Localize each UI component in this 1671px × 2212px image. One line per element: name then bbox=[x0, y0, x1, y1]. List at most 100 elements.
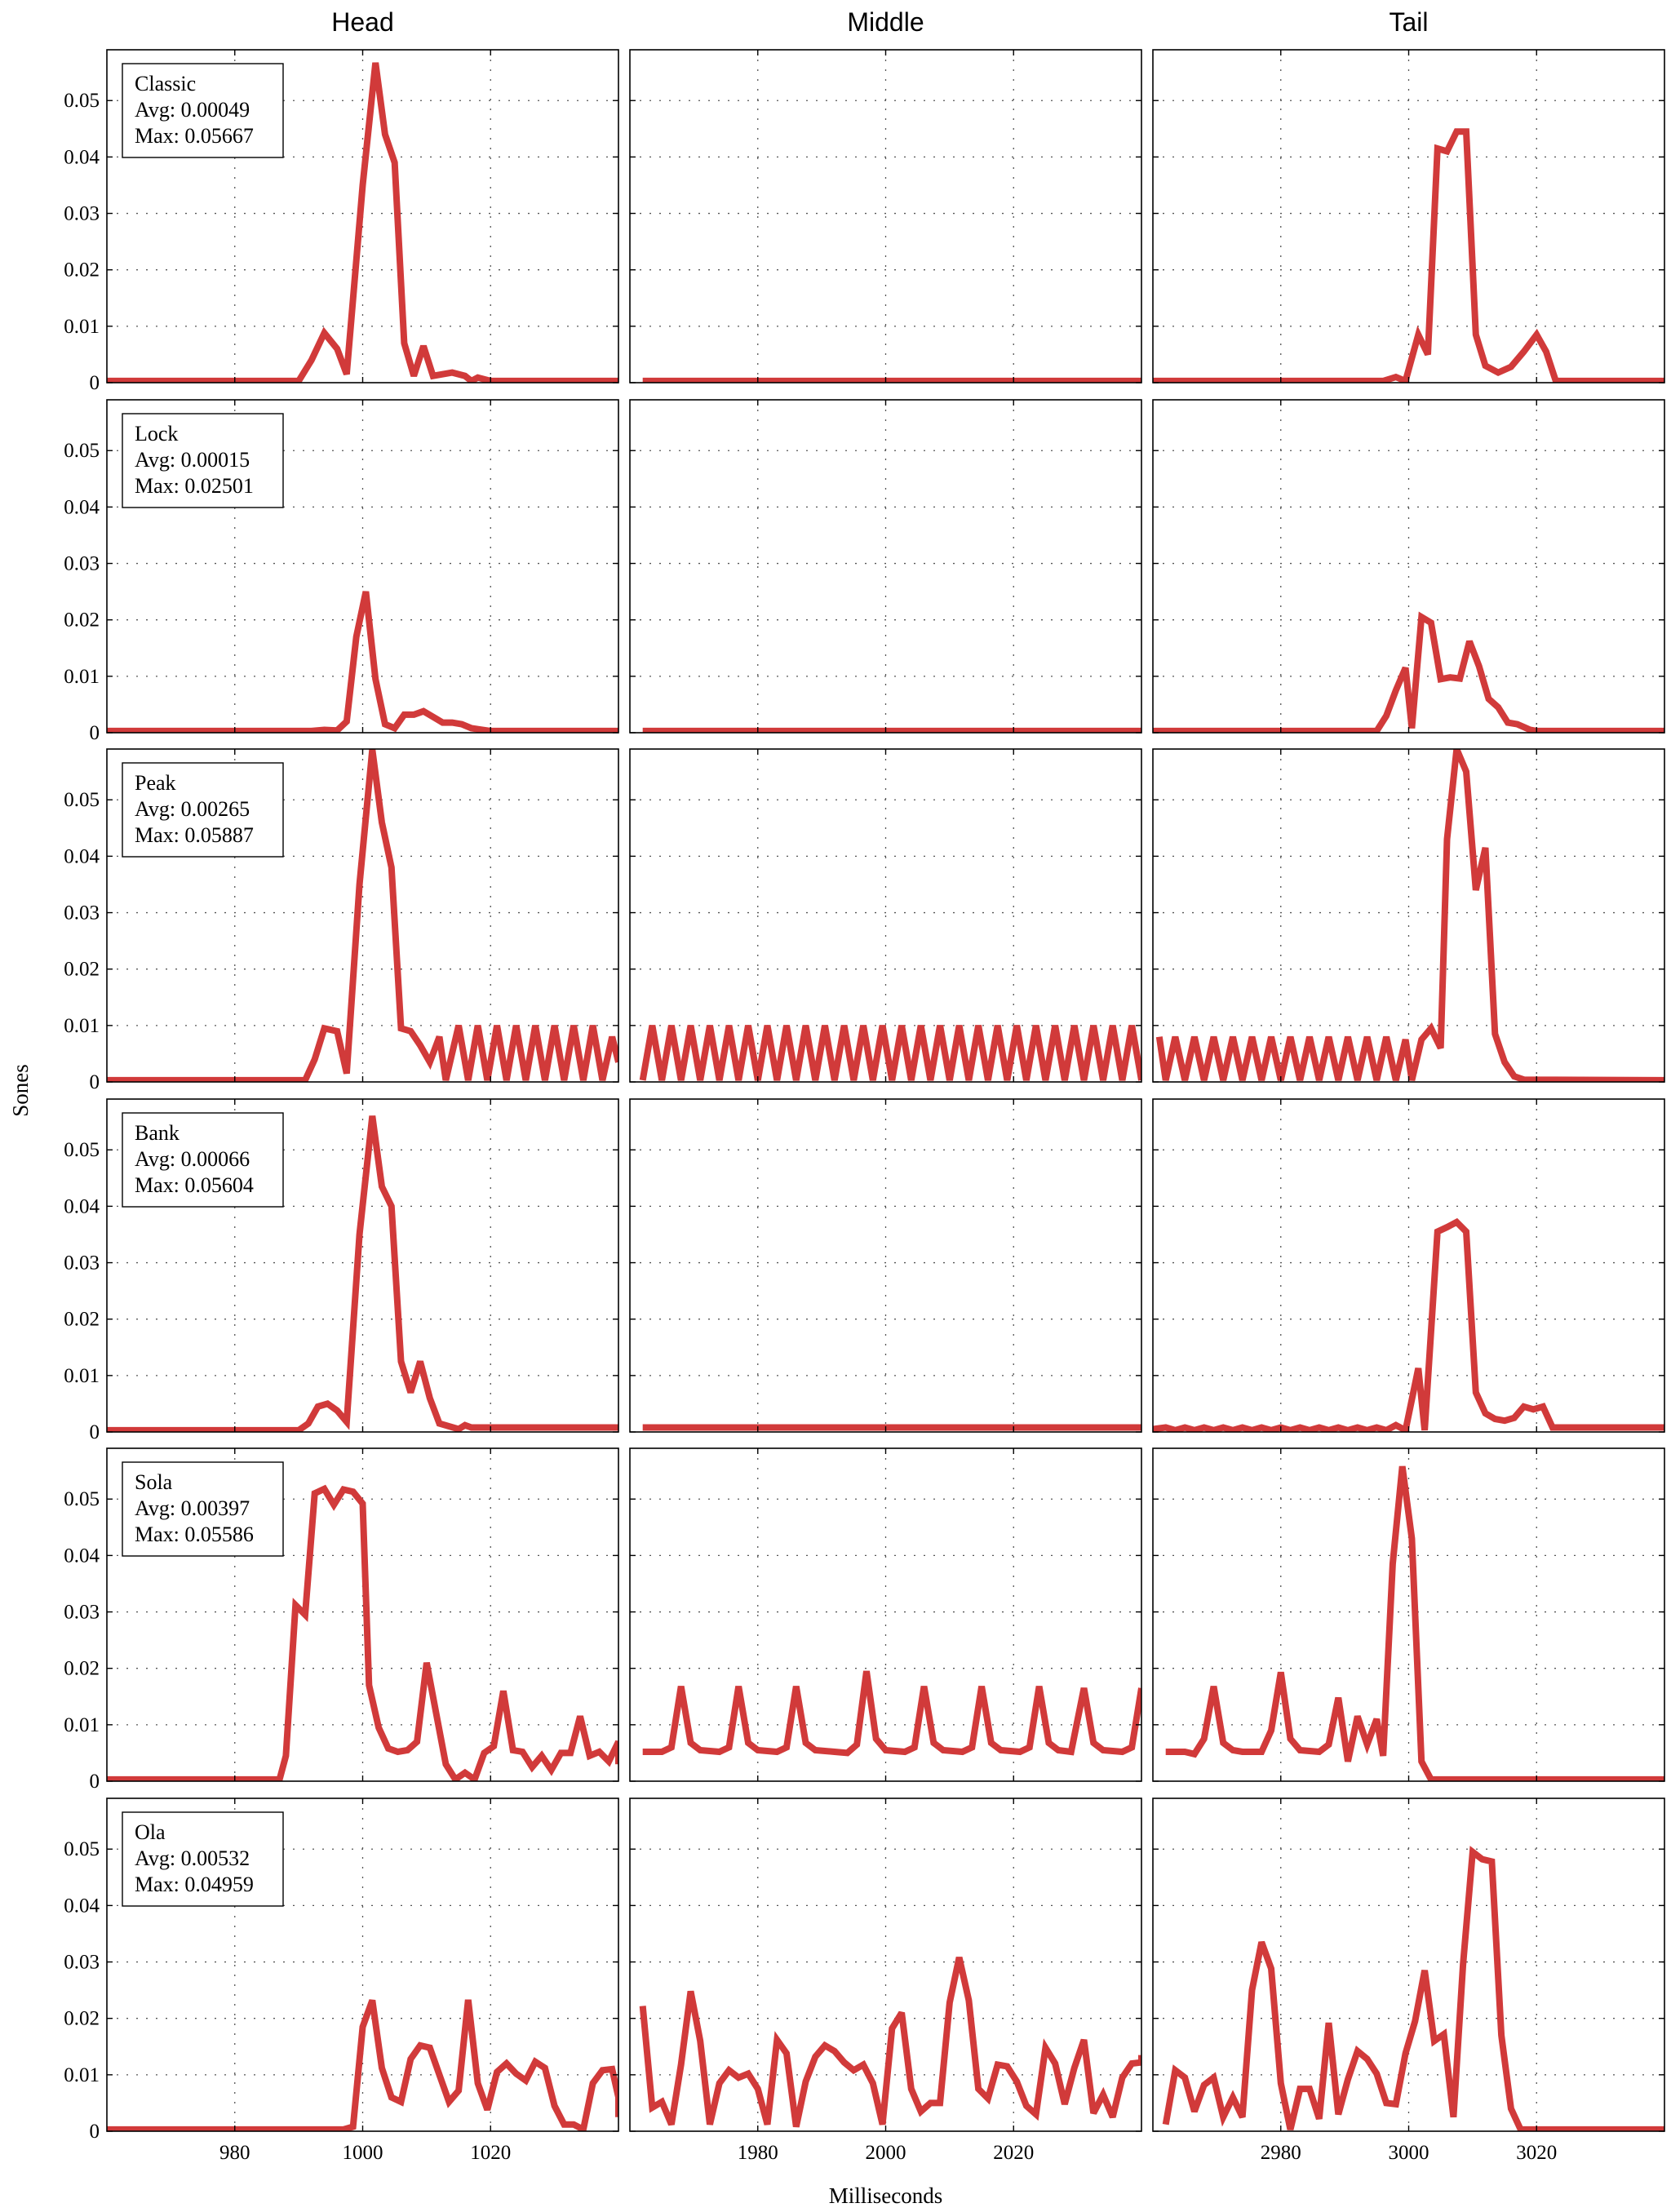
legend-max: Max: 0.05586 bbox=[135, 1523, 254, 1546]
y-tick-label: 0.02 bbox=[64, 959, 100, 981]
y-tick-label: 0.04 bbox=[64, 1545, 100, 1567]
legend-method-name: Peak bbox=[135, 771, 176, 795]
legend-avg: Avg: 0.00397 bbox=[135, 1496, 250, 1520]
series-line-classic-tail bbox=[1153, 128, 1664, 383]
legend-method-name: Bank bbox=[135, 1121, 180, 1145]
y-tick-label: 0.03 bbox=[64, 902, 100, 924]
legend-max: Max: 0.02501 bbox=[135, 474, 254, 498]
legend-avg: Avg: 0.00265 bbox=[135, 797, 250, 821]
y-tick-label: 0.05 bbox=[64, 1139, 100, 1161]
y-tick-label: 0.01 bbox=[64, 316, 100, 338]
y-tick-label: 0.01 bbox=[64, 1714, 100, 1736]
legend-max: Max: 0.05667 bbox=[135, 124, 254, 148]
legend-frame bbox=[122, 1112, 284, 1208]
y-tick-label: 0.01 bbox=[64, 666, 100, 688]
legend-avg: Avg: 0.00049 bbox=[135, 98, 250, 122]
series-line-bank-tail bbox=[1153, 1217, 1664, 1432]
panel-peak-middle bbox=[629, 748, 1142, 1083]
y-tick-label: 0.04 bbox=[64, 845, 100, 867]
legend-avg: Avg: 0.00532 bbox=[135, 1846, 250, 1870]
y-tick-label: 0.02 bbox=[64, 259, 100, 281]
y-tick-label: 0.05 bbox=[64, 1838, 100, 1860]
y-tick-label: 0.03 bbox=[64, 1602, 100, 1624]
series-line-ola-head bbox=[107, 1999, 618, 2131]
x-axis-title: Milliseconds bbox=[829, 2183, 943, 2208]
y-axis-title: Sones bbox=[8, 1064, 33, 1117]
panel-ola-tail: 2980 3000 3020 bbox=[1152, 1798, 1665, 2164]
legend-max: Max: 0.05604 bbox=[135, 1173, 254, 1197]
panel-lock-middle bbox=[629, 399, 1142, 734]
y-tick-label: 0 bbox=[90, 1421, 100, 1443]
y-tick-label: 0.05 bbox=[64, 789, 100, 811]
legend-frame bbox=[122, 63, 284, 158]
x-tick-label: 1980 bbox=[738, 2142, 778, 2164]
y-tick-label: 0.04 bbox=[64, 1195, 100, 1217]
y-tick-label: 0.02 bbox=[64, 1309, 100, 1331]
series-line-peak-head bbox=[107, 749, 618, 1082]
series-line-ola-tail bbox=[1162, 1846, 1664, 2131]
legend-frame bbox=[122, 1461, 284, 1557]
panel-ola-head: 0 0.01 0.02 0.03 0.04 0.05 980 1000 1020 OlaAvg: … bbox=[64, 1798, 619, 2164]
y-tick-label: 0.05 bbox=[64, 1488, 100, 1510]
legend-method-name: Classic bbox=[135, 72, 196, 95]
x-tick-label: 3020 bbox=[1516, 2142, 1557, 2164]
y-tick-label: 0.04 bbox=[64, 1895, 100, 1917]
series-line-lock-tail bbox=[1153, 611, 1664, 733]
series-line-sola-middle bbox=[642, 1670, 1141, 1757]
panel-classic-tail bbox=[1152, 49, 1665, 383]
y-tick-label: 0.05 bbox=[64, 90, 100, 112]
panel-classic-middle bbox=[629, 49, 1142, 383]
series-line-sola-tail bbox=[1165, 1465, 1664, 1781]
y-tick-label: 0.04 bbox=[64, 496, 100, 518]
y-tick-label: 0.01 bbox=[64, 1015, 100, 1037]
y-tick-label: 0 bbox=[90, 1071, 100, 1093]
panel-sola-middle bbox=[629, 1447, 1142, 1782]
series-line-ola-middle bbox=[639, 1957, 1141, 2128]
column-title-middle: Middle bbox=[847, 7, 924, 37]
series-line-peak-middle bbox=[639, 1025, 1141, 1081]
y-tick-label: 0.03 bbox=[64, 1252, 100, 1274]
x-tick-label: 1000 bbox=[343, 2142, 383, 2164]
x-tick-label: 2980 bbox=[1261, 2142, 1301, 2164]
panel-classic-head: 0 0.01 0.02 0.03 0.04 0.05 Classic Avg: 0.00049… bbox=[64, 49, 619, 394]
panel-ola-middle: 1980 2000 2020 bbox=[629, 1798, 1142, 2164]
y-tick-label: 0.05 bbox=[64, 440, 100, 462]
series-line-peak-tail bbox=[1155, 749, 1664, 1082]
y-tick-label: 0.01 bbox=[64, 1365, 100, 1387]
x-tick-label: 3000 bbox=[1389, 2142, 1429, 2164]
legend-max: Max: 0.04959 bbox=[135, 1873, 254, 1896]
legend-method-name: Ola bbox=[135, 1820, 166, 1844]
x-tick-label: 980 bbox=[219, 2142, 250, 2164]
y-tick-label: 0 bbox=[90, 722, 100, 744]
y-tick-label: 0.02 bbox=[64, 1658, 100, 1680]
panel-bank-tail bbox=[1152, 1098, 1665, 1433]
series-line-sola-head bbox=[107, 1484, 618, 1781]
y-tick-label: 0.04 bbox=[64, 146, 100, 168]
legend-avg: Avg: 0.00066 bbox=[135, 1147, 250, 1171]
panel-lock-tail bbox=[1152, 399, 1665, 734]
panel-peak-tail bbox=[1152, 748, 1665, 1083]
y-tick-label: 0 bbox=[90, 372, 100, 394]
x-tick-label: 2020 bbox=[993, 2142, 1034, 2164]
legend-frame bbox=[122, 413, 284, 508]
legend-frame bbox=[122, 762, 284, 858]
legend-method-name: Sola bbox=[135, 1470, 173, 1494]
y-tick-label: 0.03 bbox=[64, 1952, 100, 1974]
legend-avg: Avg: 0.00015 bbox=[135, 448, 250, 472]
y-tick-label: 0.02 bbox=[64, 610, 100, 632]
panel-bank-middle bbox=[629, 1098, 1142, 1433]
series-line-bank-head bbox=[107, 1115, 618, 1432]
legend-method-name: Lock bbox=[135, 422, 178, 446]
y-tick-label: 0.03 bbox=[64, 553, 100, 575]
series-line-classic-head bbox=[107, 62, 618, 383]
legend-frame bbox=[122, 1811, 284, 1907]
y-tick-label: 0.01 bbox=[64, 2064, 100, 2086]
